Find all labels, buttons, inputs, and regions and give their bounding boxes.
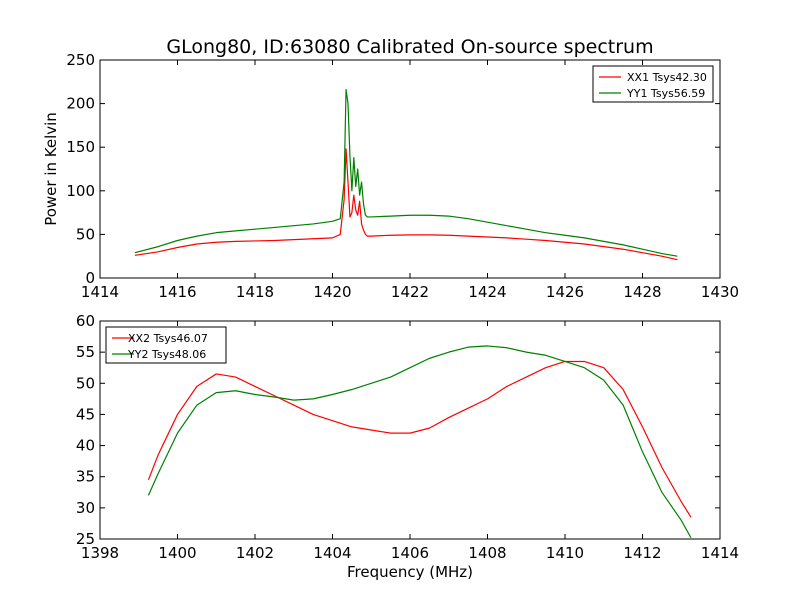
x-tick-label: 1414 bbox=[701, 544, 739, 562]
x-tick-label: 1426 bbox=[546, 283, 584, 301]
series-line-xx bbox=[147, 360, 692, 518]
y-tick-label: 60 bbox=[76, 312, 95, 330]
legend-box bbox=[105, 326, 227, 364]
legend: XX2 Tsys46.07 YY2 Tsys48.06 bbox=[105, 326, 227, 364]
y-tick-label: 40 bbox=[76, 437, 95, 455]
legend-label: XX2 Tsys46.07 bbox=[128, 332, 208, 345]
y-tick-label: 50 bbox=[76, 225, 95, 243]
y-tick-label: 250 bbox=[66, 51, 95, 69]
x-tick-label: 1418 bbox=[236, 283, 274, 301]
series-line-yy bbox=[134, 89, 678, 257]
x-tick-label: 1402 bbox=[236, 544, 274, 562]
x-tick-label: 1424 bbox=[468, 283, 506, 301]
x-tick-label: 1400 bbox=[158, 544, 196, 562]
chart-title: GLong80, ID:63080 Calibrated On-source s… bbox=[166, 36, 653, 58]
x-tick-label: 1430 bbox=[701, 283, 739, 301]
y-tick-label: 50 bbox=[76, 374, 95, 392]
y-tick-label: 150 bbox=[66, 138, 95, 156]
legend-box bbox=[592, 65, 714, 103]
x-tick-label: 1412 bbox=[623, 544, 661, 562]
legend-label: YY1 Tsys56.59 bbox=[626, 87, 705, 100]
y-tick-label: 35 bbox=[76, 468, 95, 486]
x-tick-label: 1408 bbox=[468, 544, 506, 562]
legend-label: YY2 Tsys48.06 bbox=[127, 348, 206, 361]
y-tick-label: 45 bbox=[76, 405, 95, 423]
series-line-yy bbox=[147, 345, 692, 539]
x-tick-label: 1420 bbox=[313, 283, 351, 301]
legend-label: XX1 Tsys42.30 bbox=[627, 71, 707, 84]
bottom-spectrum-panel: 1398 1400 1402 1404 1406 1408 1410 1412 1414 25 30… bbox=[76, 312, 739, 581]
top-spectrum-panel: 1414 1416 1418 1420 1422 1424 1426 1428 1430 0 50 1… bbox=[42, 51, 739, 301]
y-tick-label: 0 bbox=[85, 269, 95, 287]
x-tick-label: 1398 bbox=[81, 544, 119, 562]
y-tick-label: 100 bbox=[66, 182, 95, 200]
x-tick-label: 1410 bbox=[546, 544, 584, 562]
legend: XX1 Tsys42.30 YY1 Tsys56.59 bbox=[592, 65, 714, 103]
series-line-xx bbox=[134, 148, 678, 261]
y-tick-label: 55 bbox=[76, 343, 95, 361]
x-tick-label: 1428 bbox=[623, 283, 661, 301]
y-tick-label: 200 bbox=[66, 95, 95, 113]
x-tick-label: 1406 bbox=[391, 544, 429, 562]
x-tick-label: 1404 bbox=[313, 544, 351, 562]
y-tick-label: 25 bbox=[76, 530, 95, 548]
x-axis-label: Frequency (MHz) bbox=[347, 563, 473, 581]
x-tick-label: 1414 bbox=[81, 283, 119, 301]
y-tick-label: 30 bbox=[76, 499, 95, 517]
x-tick-label: 1422 bbox=[391, 283, 429, 301]
x-tick-label: 1416 bbox=[158, 283, 196, 301]
y-axis-label: Power in Kelvin bbox=[42, 112, 60, 226]
